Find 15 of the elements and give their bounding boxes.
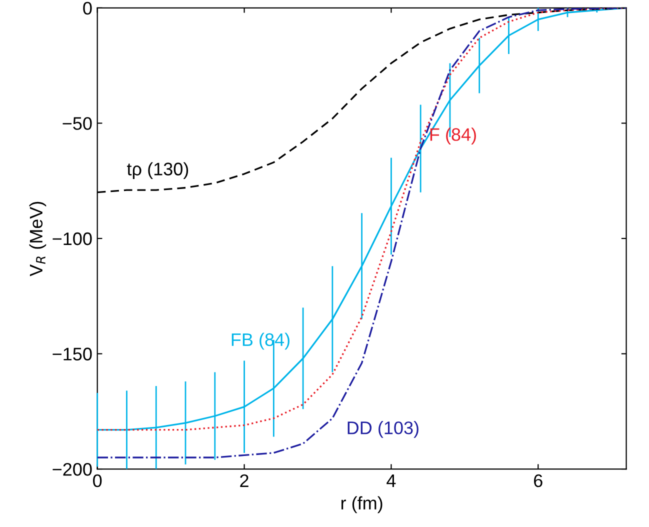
- annotation: FB (84): [232, 332, 290, 350]
- y-tick-label: −150: [52, 348, 92, 360]
- x-tick-label: 0: [93, 474, 102, 488]
- x-tick-label: 4: [386, 474, 396, 487]
- x-tick-label: 6: [534, 474, 542, 488]
- y-tick-label: −100: [52, 232, 92, 246]
- y-axis-title: V$_{R}$ (MeV): [29, 202, 46, 276]
- x-axis-title: r (fm): [341, 496, 382, 514]
- x-tick-label: 2: [240, 474, 248, 487]
- y-tick-label: −200: [52, 462, 92, 476]
- annotation: F (84): [430, 128, 476, 144]
- y-tick-label: −50: [62, 117, 92, 130]
- annotation: tρ (130): [127, 162, 188, 180]
- y-tick-label: 0: [83, 2, 92, 15]
- annotation: DD (103): [348, 421, 418, 438]
